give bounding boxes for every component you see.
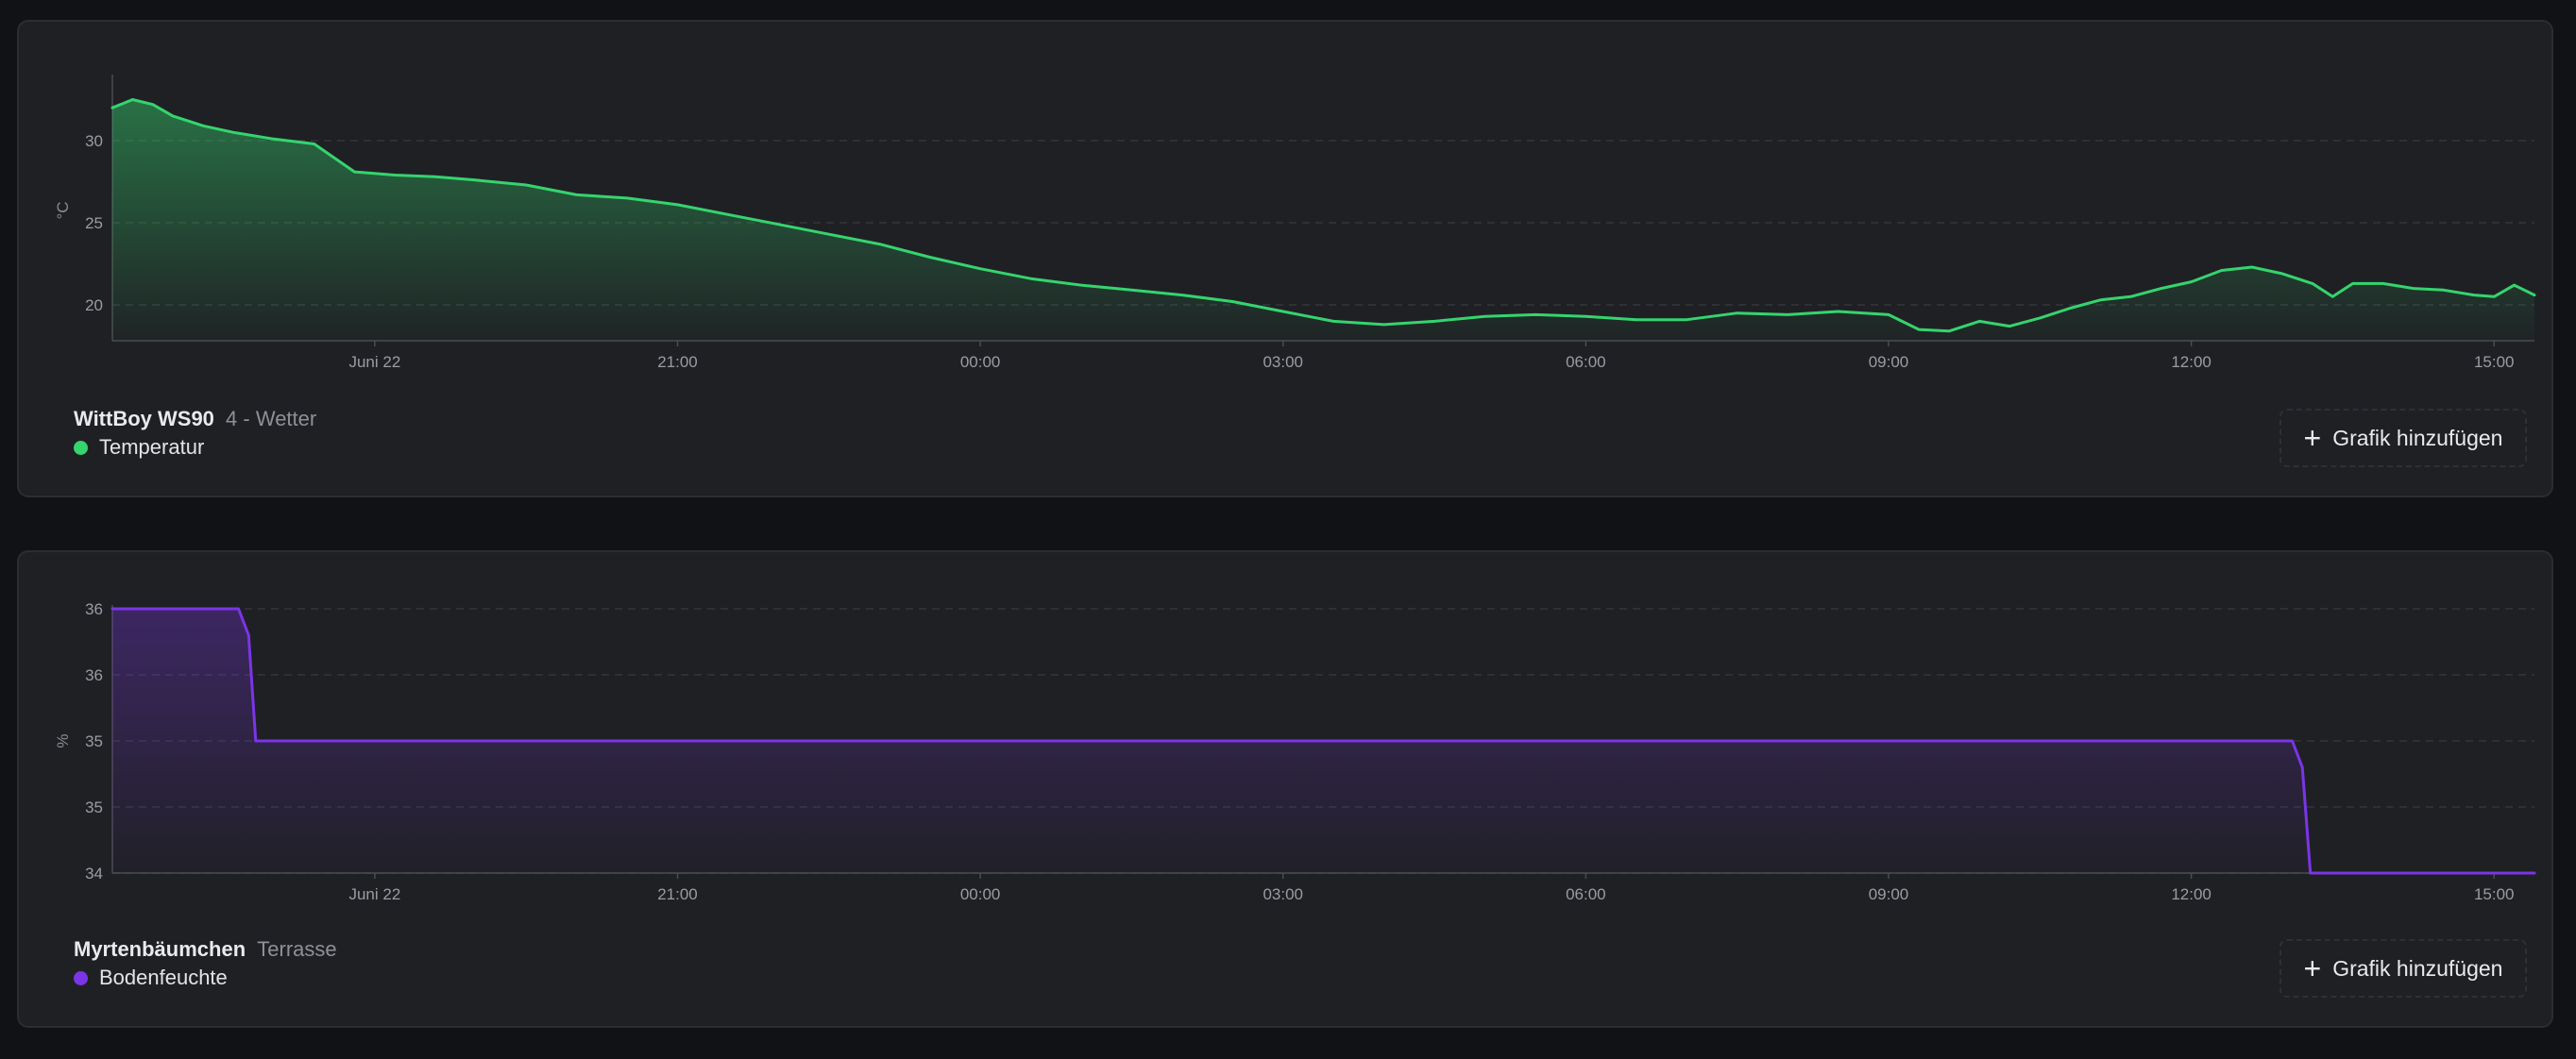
chart-legend: Myrtenbäumchen Terrasse Bodenfeuchte [74,937,337,990]
soil-moisture-chart: 34 35 35 36 36% Juni 22 21:00 00:00 03:00 06:00 09… [54,600,2536,903]
x-tick-label: 03:00 [1263,353,1303,371]
legend-title: WittBoy WS90 4 - Wetter [74,407,316,431]
add-chart-button[interactable]: + Grafik hinzufügen [2279,409,2527,467]
temperature-chart-card: 20 25 30 °C Juni 22 21:00 00:00 03:00 06:00 09:00… [17,20,2553,497]
series-color-dot [74,970,88,985]
x-tick-label: 00:00 [960,353,1001,371]
y-tick-label: 34 [85,865,103,882]
y-axis-unit: % [54,733,72,748]
add-chart-label: Grafik hinzufügen [2332,425,2503,450]
y-tick-label: 20 [85,296,103,314]
x-tick-label: 15:00 [2474,353,2515,371]
chart-legend: WittBoy WS90 4 - Wetter Temperatur [74,407,316,460]
device-name: Myrtenbäumchen [74,937,246,961]
x-tick-label: 12:00 [2171,885,2212,903]
series-label: Bodenfeuchte [99,966,228,989]
x-tick-label: 06:00 [1566,353,1606,371]
x-tick-label: 15:00 [2474,885,2515,903]
x-tick-label: 21:00 [657,885,698,903]
y-tick-label: 35 [85,732,103,750]
legend-series-bodenfeuchte[interactable]: Bodenfeuchte [74,966,337,990]
x-tick-label: Juni 22 [348,353,400,371]
series-label: Temperatur [99,435,205,459]
plus-icon: + [2303,421,2322,455]
add-chart-button[interactable]: + Grafik hinzufügen [2279,939,2527,998]
x-tick-label: 09:00 [1869,885,1909,903]
device-location: Terrasse [257,937,337,961]
series-color-dot [74,440,88,455]
x-tick-label: 09:00 [1869,353,1909,371]
soil-moisture-chart-card: 34 35 35 36 36% Juni 22 21:00 00:00 03:00 06:00 09… [17,550,2553,1028]
x-tick-label: 21:00 [657,353,698,371]
plus-icon: + [2303,951,2322,985]
x-tick-label: 06:00 [1566,885,1606,903]
x-tick-label: 12:00 [2171,353,2212,371]
add-chart-label: Grafik hinzufügen [2332,955,2503,981]
y-tick-label: 25 [85,214,103,232]
legend-series-temperatur[interactable]: Temperatur [74,435,316,460]
legend-title: Myrtenbäumchen Terrasse [74,937,337,962]
y-tick-label: 30 [85,132,103,150]
series-line [110,607,2536,875]
series-area [112,99,2534,341]
series-line [110,98,2536,333]
temperature-chart: 20 25 30 °C Juni 22 21:00 00:00 03:00 06:00 09:00… [54,75,2536,371]
x-tick-label: Juni 22 [348,885,400,903]
x-tick-label: 00:00 [960,885,1001,903]
y-axis-unit: °C [54,201,72,219]
y-tick-label: 36 [85,600,103,618]
device-name: WittBoy WS90 [74,407,214,430]
device-location: 4 - Wetter [226,407,317,430]
y-tick-label: 36 [85,666,103,684]
x-tick-label: 03:00 [1263,885,1303,903]
y-tick-label: 35 [85,798,103,816]
